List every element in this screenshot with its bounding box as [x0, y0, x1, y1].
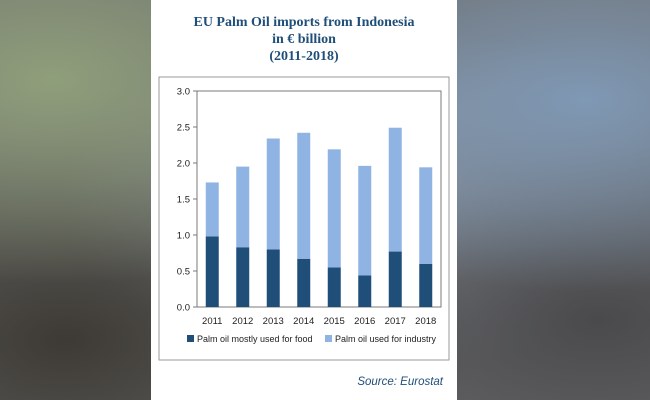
y-tick-label: 2.0	[177, 159, 190, 170]
chart-title: EU Palm Oil imports from Indonesia in € …	[151, 14, 457, 65]
source-note: Source: Eurostat	[357, 376, 443, 388]
y-tick-label: 0.0	[177, 303, 190, 314]
y-tick-label: 1.0	[177, 231, 190, 242]
x-tick-label: 2016	[354, 316, 375, 327]
y-tick-label: 3.0	[177, 87, 190, 98]
chart-card: EU Palm Oil imports from Indonesia in € …	[151, 0, 457, 400]
chart-title-line-2: in € billion	[272, 32, 336, 47]
bar-food	[327, 267, 341, 307]
x-tick-label: 2013	[263, 316, 284, 327]
y-tick-label: 0.5	[177, 267, 190, 278]
legend-swatch	[325, 335, 332, 342]
bar-industry	[205, 182, 219, 237]
x-tick-label: 2015	[324, 316, 345, 327]
bar-food	[205, 236, 219, 307]
bar-food	[266, 249, 280, 307]
bar-industry	[297, 132, 311, 259]
bar-industry	[266, 138, 280, 250]
bar-industry	[327, 149, 341, 268]
bar-food	[419, 263, 433, 307]
legend-swatch	[187, 335, 194, 342]
bar-industry	[419, 167, 433, 264]
stacked-bar-chart: 0.0 0.5 1.0 1.5 2.0 2.5 3.0 2011 2012 2013 2014 201…	[158, 76, 450, 361]
bar-industry	[358, 165, 372, 276]
x-tick-label: 2011	[202, 316, 222, 327]
bar-food	[358, 275, 372, 307]
legend-label: Palm oil used for industry	[335, 334, 437, 344]
chart-frame	[158, 76, 450, 361]
bar-industry	[236, 166, 250, 248]
x-tick-label: 2018	[415, 316, 436, 327]
chart-title-line-1: EU Palm Oil imports from Indonesia	[193, 15, 415, 30]
x-tick-label: 2014	[293, 316, 314, 327]
bar-food	[388, 251, 402, 307]
bar-food	[236, 247, 250, 307]
bar-food	[297, 258, 311, 307]
x-tick-label: 2012	[232, 316, 253, 327]
y-tick-label: 2.5	[177, 123, 190, 134]
chart-title-line-3: (2011-2018)	[269, 49, 339, 64]
legend-label: Palm oil mostly used for food	[197, 334, 313, 344]
bar-industry	[388, 127, 402, 252]
plot-area	[196, 90, 442, 308]
y-tick-label: 1.5	[177, 195, 190, 206]
x-tick-label: 2017	[385, 316, 406, 327]
